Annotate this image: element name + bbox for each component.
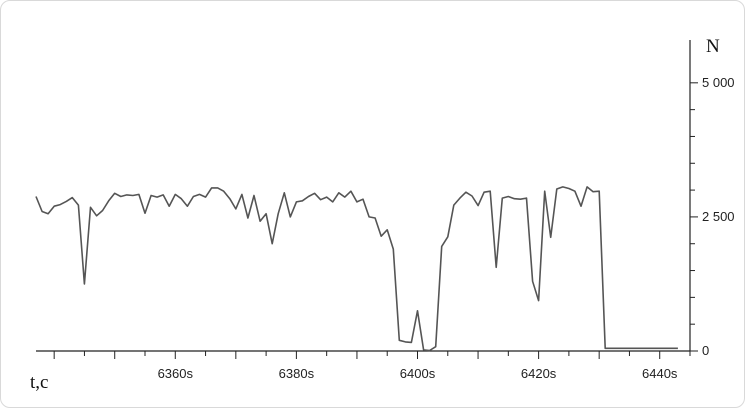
series-line <box>35 186 678 352</box>
x-tick-label: 6380s <box>279 366 315 381</box>
series-layer <box>35 186 678 352</box>
y-tick-label: 5 000 <box>702 75 735 90</box>
x-tick-label: 6420s <box>521 366 557 381</box>
x-axis: 6360s 6380s 6400s 6420s 6440s <box>36 350 691 381</box>
y-axis: 0 2 500 5 000 <box>689 40 735 358</box>
y-axis-label: N <box>706 36 720 57</box>
y-tick-label: 2 500 <box>702 209 735 224</box>
x-tick-label: 6400s <box>400 366 436 381</box>
x-axis-label: t,c <box>30 372 48 393</box>
x-tick-label: 6440s <box>642 366 678 381</box>
x-tick-label: 6360s <box>158 366 194 381</box>
y-tick-label: 0 <box>702 343 709 358</box>
